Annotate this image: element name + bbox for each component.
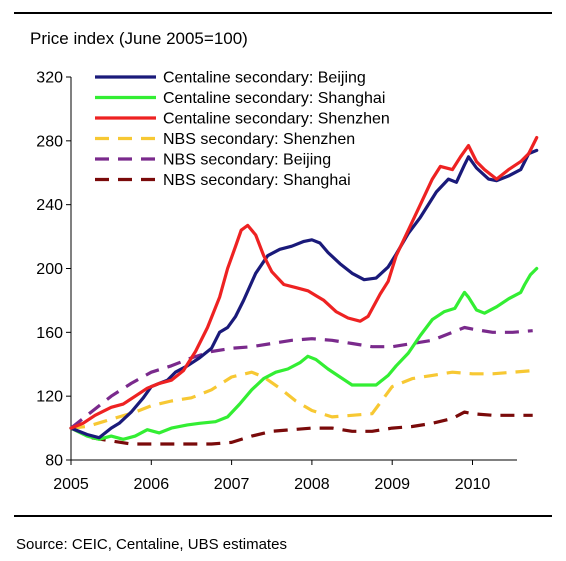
y-tick-label: 200 — [36, 261, 63, 278]
x-tick-label: 2006 — [134, 476, 170, 493]
y-tick-label: 80 — [45, 453, 63, 470]
y-tick-label: 160 — [36, 325, 63, 342]
series-line — [70, 410, 533, 446]
x-tick-label: 2009 — [374, 476, 410, 493]
bottom-rule — [14, 515, 552, 517]
series-line — [69, 266, 539, 441]
x-tick-label: 2007 — [214, 476, 250, 493]
legend-label: NBS secondary: Beijing — [163, 152, 331, 169]
legend: Centaline secondary: Beijing Centaline se… — [95, 70, 390, 189]
y-tick-label: 120 — [36, 389, 63, 406]
y-tick-label: 280 — [36, 133, 63, 150]
legend-label: NBS secondary: Shenzhen — [163, 131, 355, 148]
series-line — [70, 369, 533, 430]
legend-label: Centaline secondary: Beijing — [163, 70, 366, 87]
series-line — [69, 136, 539, 430]
series-line — [70, 325, 533, 430]
y-tick-label: 240 — [36, 197, 63, 214]
x-tick-label: 2008 — [294, 476, 330, 493]
legend-label: Centaline secondary: Shanghai — [163, 90, 385, 107]
x-tick-label: 2005 — [53, 476, 89, 493]
y-tick-label: 320 — [36, 70, 63, 87]
legend-label: NBS secondary: Shanghai — [163, 172, 351, 189]
x-tick-label: 2010 — [455, 476, 491, 493]
source-note: Source: CEIC, Centaline, UBS estimates — [16, 536, 287, 553]
top-rule — [14, 12, 552, 14]
series-layer — [69, 136, 539, 446]
chart-title: Price index (June 2005=100) — [30, 29, 248, 48]
axes: 80 120 160 200 240 280 320 2005 2006 2007 2008 2009… — [36, 70, 517, 493]
legend-label: Centaline secondary: Shenzhen — [163, 111, 390, 128]
